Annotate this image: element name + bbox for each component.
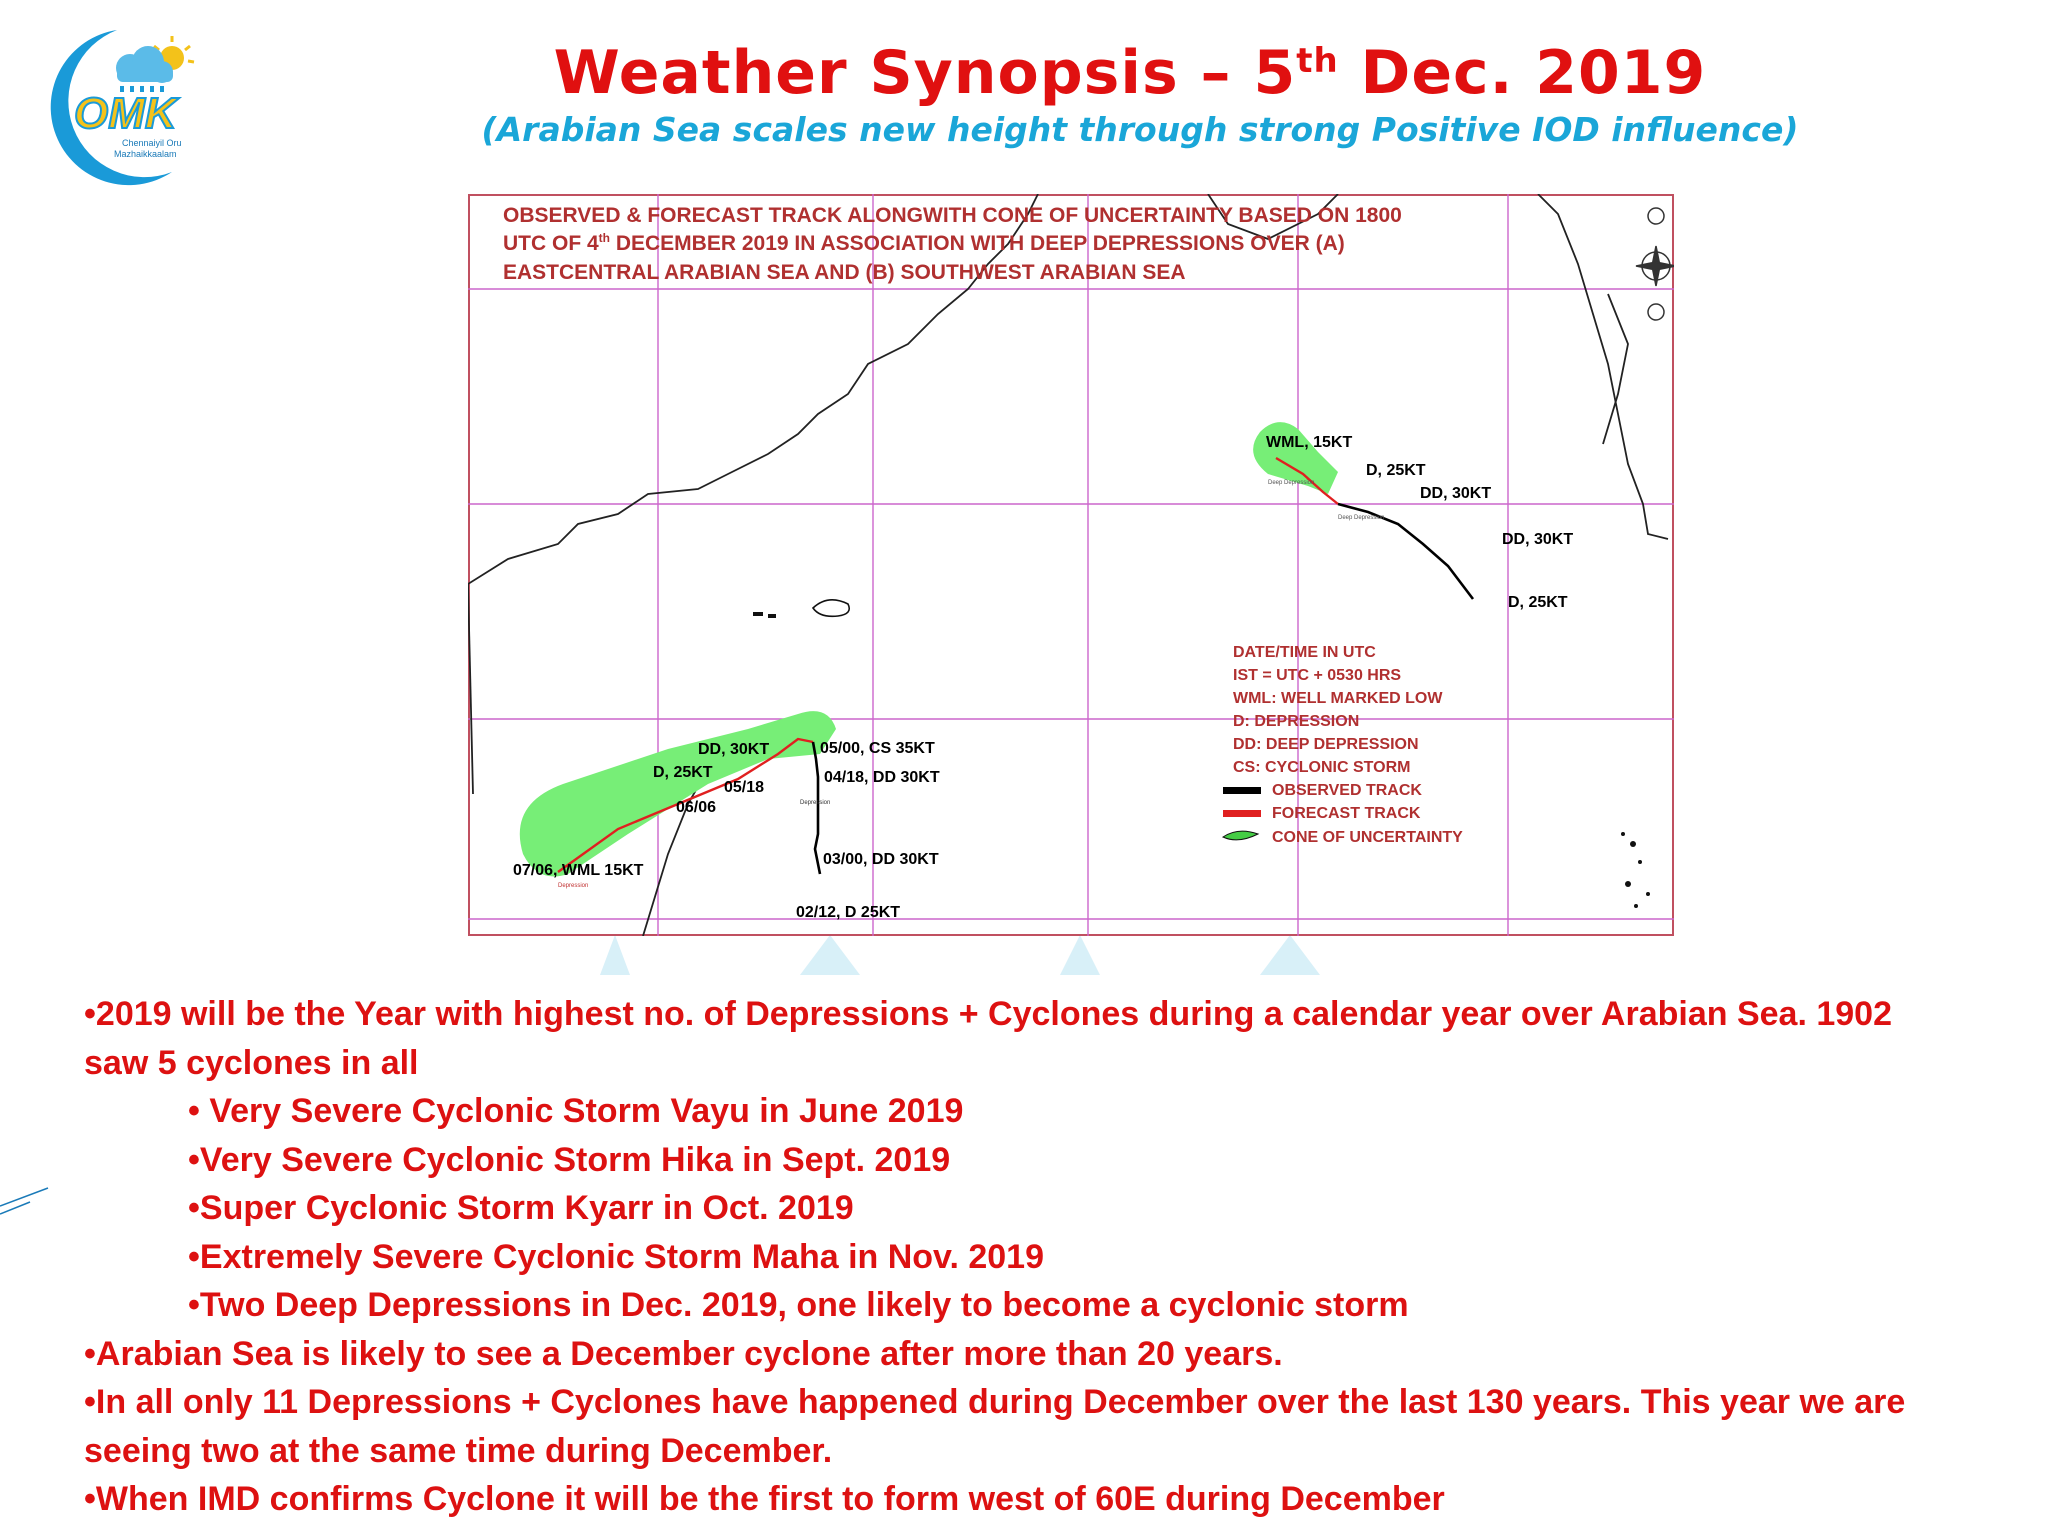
label-b-0300: 03/00, DD 30KT (823, 851, 939, 868)
title-prefix: Weather Synopsis – 5 (553, 38, 1297, 108)
map-legend: DATE/TIME IN UTC IST = UTC + 0530 HRS WM… (1221, 644, 1463, 846)
page-title: Weather Synopsis – 5th Dec. 2019 (430, 38, 1830, 108)
decor-lines (0, 1187, 49, 1215)
cone-a (1253, 422, 1338, 494)
sub-bullet-1: • Very Severe Cyclonic Storm Vayu in Jun… (188, 1092, 964, 1130)
legend-cone-swatch (1221, 830, 1260, 841)
legend-forecast-swatch (1223, 810, 1261, 817)
map-heading-2b: DECEMBER 2019 IN ASSOCIATION WITH DEEP D… (610, 232, 1345, 255)
sub-bullet-3: •Super Cyclonic Storm Kyarr in Oct. 2019 (188, 1189, 854, 1227)
compass-icon (1635, 207, 1674, 321)
bullet-3-line-2: seeing two at the same time during Decem… (84, 1431, 833, 1470)
map-heading-2a: UTC OF 4 (503, 232, 599, 255)
label-b-0518: 05/18 (724, 779, 764, 796)
track-map: OBSERVED & FORECAST TRACK ALONGWITH CONE… (468, 194, 1674, 936)
logo-text: OMK (74, 89, 180, 138)
cloud-icon (116, 46, 173, 83)
legend-9: CONE OF UNCERTAINTY (1272, 829, 1463, 846)
bullet-1-line-1: •2019 will be the Year with highest no. … (84, 995, 1892, 1033)
bullet-3-line-1: •In all only 11 Depressions + Cyclones h… (84, 1383, 1906, 1421)
label-b-0418: 04/18, DD 30KT (824, 769, 940, 786)
label-b-0212: 02/12, D 25KT (796, 904, 900, 921)
coastline (468, 194, 1669, 936)
page-subtitle: (Arabian Sea scales new height through s… (481, 110, 1799, 149)
label-a-dd2: DD, 30KT (1502, 531, 1573, 548)
label-b-small-1: Depression (800, 800, 830, 806)
label-a-d1: D, 25KT (1366, 462, 1426, 479)
bullet-list: •2019 will be the Year with highest no. … (84, 990, 1984, 1524)
label-a-d2: D, 25KT (1508, 594, 1568, 611)
label-b-dd: DD, 30KT (698, 741, 769, 758)
observed-track-b (811, 741, 822, 875)
bullet-2: •Arabian Sea is likely to see a December… (84, 1334, 1283, 1373)
omk-logo: OMK Chennaiyil Oru Mazhaikkaalam (50, 30, 195, 186)
label-b-cs: 05/00, CS 35KT (820, 740, 935, 757)
legend-2: IST = UTC + 0530 HRS (1233, 667, 1401, 684)
sub-bullet-2: •Very Severe Cyclonic Storm Hika in Sept… (188, 1140, 951, 1179)
label-a-dd1: DD, 30KT (1420, 485, 1491, 502)
sub-bullet-4: •Extremely Severe Cyclonic Storm Maha in… (188, 1237, 1044, 1276)
legend-8: FORECAST TRACK (1272, 805, 1421, 822)
forecast-track-a (1275, 456, 1339, 505)
map-heading-3: EASTCENTRAL ARABIAN SEA AND (B) SOUTHWES… (503, 261, 1186, 284)
label-a-small-2: Deep Depression (1338, 515, 1384, 521)
rain-icon (120, 86, 164, 92)
bullet-4: •When IMD confirms Cyclone it will be th… (84, 1480, 1445, 1518)
logo-caption-2: Mazhaikkaalam (114, 149, 177, 159)
legend-5: DD: DEEP DEPRESSION (1233, 736, 1419, 753)
map-heading-1: OBSERVED & FORECAST TRACK ALONGWITH CONE… (503, 204, 1402, 227)
legend-6: CS: CYCLONIC STORM (1233, 759, 1410, 776)
legend-4: D: DEPRESSION (1233, 713, 1359, 730)
title-suffix: Dec. 2019 (1338, 38, 1707, 108)
label-b-wml: 07/06, WML 15KT (513, 862, 644, 879)
map-frame (468, 194, 1674, 936)
forecast-track-b (557, 737, 814, 873)
observed-track-a (1337, 502, 1475, 600)
legend-1: DATE/TIME IN UTC (1233, 644, 1376, 661)
map-heading-2: UTC OF 4th DECEMBER 2019 IN ASSOCIATION … (503, 231, 1345, 255)
watermark (600, 935, 1320, 975)
logo-caption-1: Chennaiyil Oru (122, 138, 182, 148)
logo-crescent (50, 30, 172, 186)
bullet-1-line-2: saw 5 cyclones in all (84, 1043, 419, 1082)
map-grid (468, 194, 1674, 936)
label-b-d: D, 25KT (653, 764, 713, 781)
map-heading-2sup: th (599, 231, 610, 245)
title-sup: th (1296, 41, 1339, 81)
label-a-wml: WML, 15KT (1266, 434, 1352, 451)
islands (753, 599, 1650, 908)
sub-bullet-5: •Two Deep Depressions in Dec. 2019, one … (188, 1286, 1409, 1324)
legend-7: OBSERVED TRACK (1272, 782, 1422, 799)
label-b-0606: 06/06 (676, 799, 716, 816)
cone-b (519, 711, 836, 877)
legend-observed-swatch (1223, 787, 1261, 794)
legend-3: WML: WELL MARKED LOW (1233, 690, 1443, 707)
label-a-small-1: Deep Depression (1268, 480, 1314, 486)
label-b-small-2: Depression (558, 883, 588, 889)
